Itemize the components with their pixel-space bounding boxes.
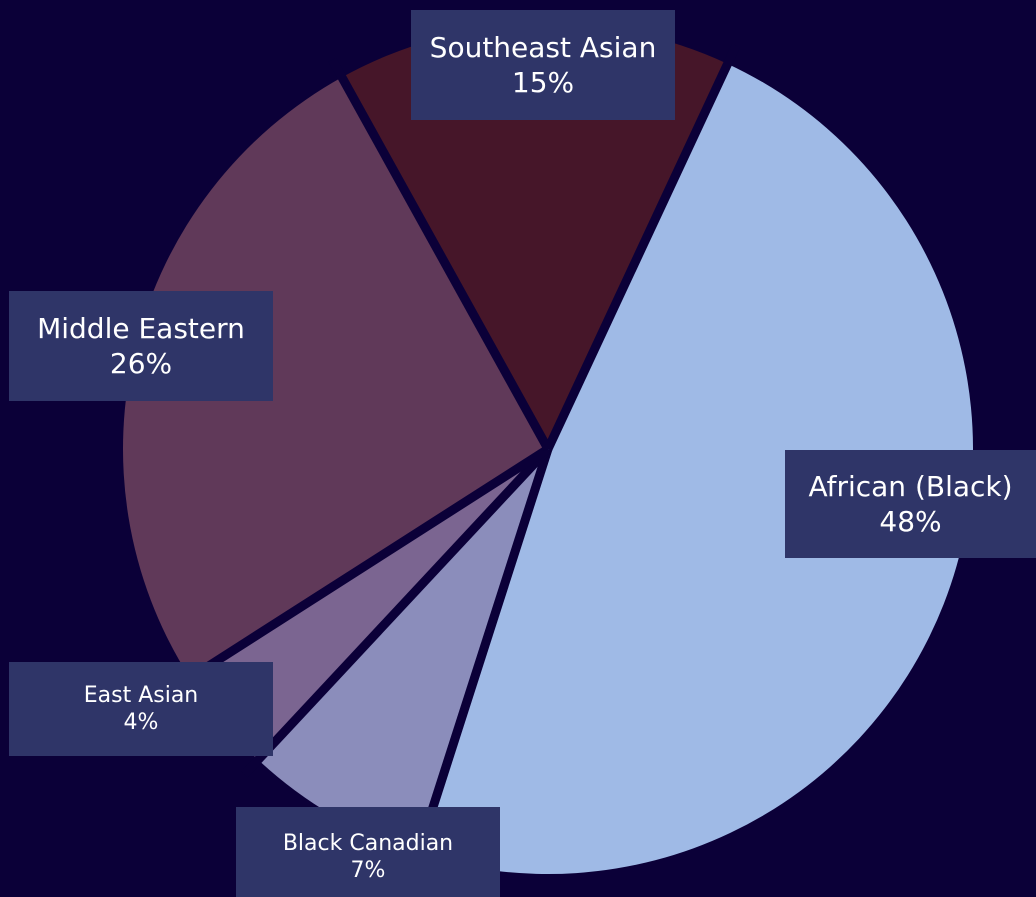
slice-label-name: Middle Eastern xyxy=(37,312,245,345)
slice-label-percent: 4% xyxy=(123,710,159,735)
slice-label-name: East Asian xyxy=(83,682,199,708)
slice-label-black-canadian: Black Canadian 7% xyxy=(236,807,500,897)
pie-slice-east-asian xyxy=(189,449,548,760)
slice-label-percent: 48% xyxy=(879,505,942,538)
slice-label-percent: 26% xyxy=(109,347,173,380)
slice-label-southeast-asian: Southeast Asian 15% xyxy=(411,10,675,120)
slice-separator xyxy=(407,447,553,875)
slice-separator xyxy=(241,445,552,778)
pie-slice-southeast-asian xyxy=(341,23,728,449)
pie-slice-middle-eastern xyxy=(122,77,549,678)
slice-label-african-black: African (Black) 48% xyxy=(785,450,1036,558)
slice-label-name: Black Canadian xyxy=(282,830,454,856)
slice-separator xyxy=(543,43,741,451)
slice-label-east-asian: East Asian 4% xyxy=(9,662,273,756)
slice-label-middle-eastern: Middle Eastern 26% xyxy=(9,291,273,401)
pie-slice-african-black xyxy=(418,63,973,874)
slice-separator xyxy=(170,445,551,693)
slice-label-percent: 7% xyxy=(350,858,386,883)
slice-label-name: African (Black) xyxy=(808,470,1013,503)
slice-label-percent: 15% xyxy=(511,66,575,99)
slice-label-name: Southeast Asian xyxy=(429,31,657,64)
slice-separator xyxy=(328,57,552,452)
pie-slice-black-canadian xyxy=(258,449,548,854)
